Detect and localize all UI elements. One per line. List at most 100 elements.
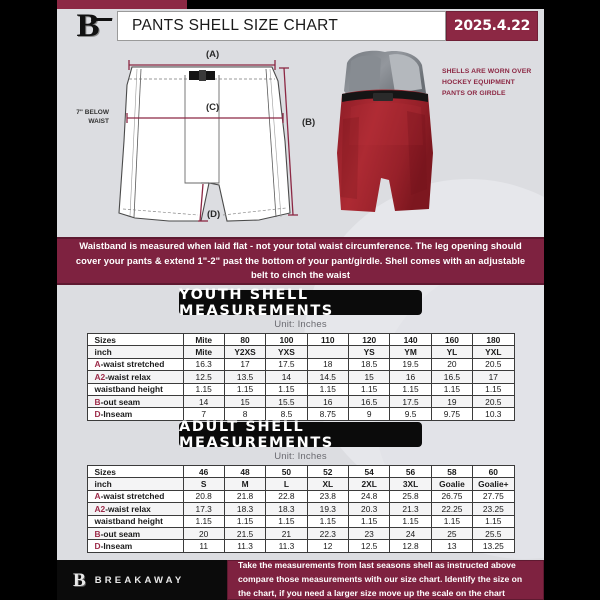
table-cell: 58 [430, 464, 474, 479]
table-cell: 17 [223, 357, 267, 372]
product-photo [329, 49, 441, 233]
table-cell: 10.3 [472, 407, 515, 421]
table-cell: Goalie [430, 477, 474, 491]
table-cell: 1.15 [472, 382, 515, 396]
date-badge: 2025.4.22 [446, 11, 538, 41]
table-cell: 52 [306, 464, 350, 479]
table-cell: 15.5 [265, 394, 308, 409]
table-cell: 25.8 [389, 489, 432, 504]
table-cell: 21.5 [223, 526, 267, 541]
table-cell: 1.15 [430, 514, 474, 528]
table-cell: 20.5 [472, 394, 515, 409]
youth-unit-label: Unit: Inches [274, 319, 327, 330]
table-cell: 20 [430, 357, 474, 372]
table-cell: 9.75 [430, 407, 474, 421]
table-row: D-Inseam 11 11.3 11.3 12 12.5 12.8 13 13.25 [86, 539, 515, 553]
table-cell: Mite [182, 345, 225, 359]
row-label: B-out seam [86, 394, 184, 409]
youth-heading-text: YOUTH SHELL MEASUREMENTS [179, 286, 334, 319]
table-cell: 26.75 [430, 489, 474, 504]
below-waist-note: 7" BELOW WAIST [76, 109, 109, 125]
table-cell: 16.5 [430, 370, 474, 384]
table-cell: YXL [472, 345, 515, 359]
table-cell: 12.8 [389, 539, 432, 553]
table-cell: 80 [223, 332, 267, 347]
youth-measurements-table: Sizes Mite 80 100 110 120 140 160 180 inch Mite Y2X… [86, 332, 515, 421]
table-cell: 14.5 [306, 370, 350, 384]
table-cell: 23 [347, 526, 391, 541]
table-cell: 100 [265, 332, 308, 347]
table-cell: 1.15 [306, 514, 350, 528]
table-cell: 25.5 [472, 526, 515, 541]
table-cell: 18.5 [347, 357, 391, 372]
row-key-letter: A2 [94, 503, 106, 514]
table-cell: 8.75 [306, 407, 350, 421]
table-row: D-Inseam 7 8 8.5 8.75 9 9.5 9.75 10.3 [86, 407, 515, 421]
dimension-label-c: (C) [206, 102, 220, 113]
table-cell: 23.8 [306, 489, 350, 504]
table-cell: 22.8 [265, 489, 308, 504]
table-cell: 20.5 [472, 357, 515, 372]
adult-measurements-table: Sizes 46 48 50 52 54 56 58 60 inch S M L XL 2XL 3XL Goal… [86, 464, 515, 553]
table-cell: 21.3 [389, 502, 432, 516]
table-cell: 12.5 [347, 539, 391, 553]
row-label: A-waist stretched [86, 489, 184, 504]
table-cell: 13.5 [223, 370, 267, 384]
row-key-letter: B [94, 396, 101, 407]
table-cell: 110 [306, 332, 350, 347]
table-cell: 16 [306, 394, 350, 409]
table-cell: 16.3 [182, 357, 225, 372]
table-cell: 22.25 [430, 502, 474, 516]
table-cell: 13 [430, 539, 474, 553]
row-label: B-out seam [86, 526, 184, 541]
table-cell: XL [306, 477, 350, 491]
table-cell: 1.15 [223, 514, 267, 528]
table-cell: 20.3 [347, 502, 391, 516]
table-cell: 25 [430, 526, 474, 541]
adult-heading-text: ADULT SHELL MEASUREMENTS [179, 418, 334, 451]
table-cell: 1.15 [223, 382, 267, 396]
table-cell: 19.5 [389, 357, 432, 372]
adult-section: ADULT SHELL MEASUREMENTS Unit: Inches Si… [57, 418, 544, 553]
footer-logo-letter: B [73, 569, 86, 591]
table-cell: Y2XS [223, 345, 267, 359]
table-cell: 13.25 [472, 539, 515, 553]
table-row: Sizes Mite 80 100 110 120 140 160 180 [86, 332, 515, 347]
table-cell: 18.3 [223, 502, 267, 516]
row-label: A2-waist relax [86, 370, 184, 384]
row-key-letter: D [94, 541, 101, 552]
table-cell: 1.15 [182, 382, 225, 396]
table-cell: 11 [182, 539, 225, 553]
table-cell: 23.25 [472, 502, 515, 516]
page-footer: B BREAKAWAY Take the measurements from l… [57, 560, 544, 600]
table-cell: 19.3 [306, 502, 350, 516]
date-text: 2025.4.22 [453, 18, 531, 34]
table-cell: 1.15 [265, 514, 308, 528]
dimension-label-b: (B) [302, 117, 316, 128]
table-cell: S [182, 477, 225, 491]
table-cell: 24.8 [347, 489, 391, 504]
table-cell: 24 [389, 526, 432, 541]
banner-text: Waistband is measured when laid flat - n… [75, 240, 526, 281]
table-row: B-out seam 14 15 15.5 16 16.5 17.5 19 20.5 [86, 394, 515, 409]
table-cell: YL [430, 345, 474, 359]
table-cell: 1.15 [265, 382, 308, 396]
table-cell: 17.3 [182, 502, 225, 516]
table-cell: 12 [306, 539, 350, 553]
table-cell: 1.15 [389, 382, 432, 396]
table-cell: 19 [430, 394, 474, 409]
youth-heading-pill: YOUTH SHELL MEASUREMENTS [179, 287, 422, 319]
table-cell: 14 [265, 370, 308, 384]
table-row: waistband height 1.15 1.15 1.15 1.15 1.15 1.15… [86, 382, 515, 396]
pants-diagram: (A) (B) (C) (D) [77, 45, 327, 231]
brand-logo-letter: B [76, 9, 99, 44]
table-row: A-waist stretched 20.8 21.8 22.8 23.8 24.8 25.… [86, 489, 515, 504]
table-cell: 15 [223, 394, 267, 409]
table-cell: 1.15 [347, 514, 391, 528]
footer-instruction-box: Take the measurements from last seasons … [227, 560, 544, 600]
table-cell: 8.5 [265, 407, 308, 421]
table-cell: 15 [347, 370, 391, 384]
photo-note: SHELLS ARE WORN OVER HOCKEY EQUIPMENT PA… [442, 68, 532, 97]
dimension-label-d: (D) [207, 209, 221, 220]
